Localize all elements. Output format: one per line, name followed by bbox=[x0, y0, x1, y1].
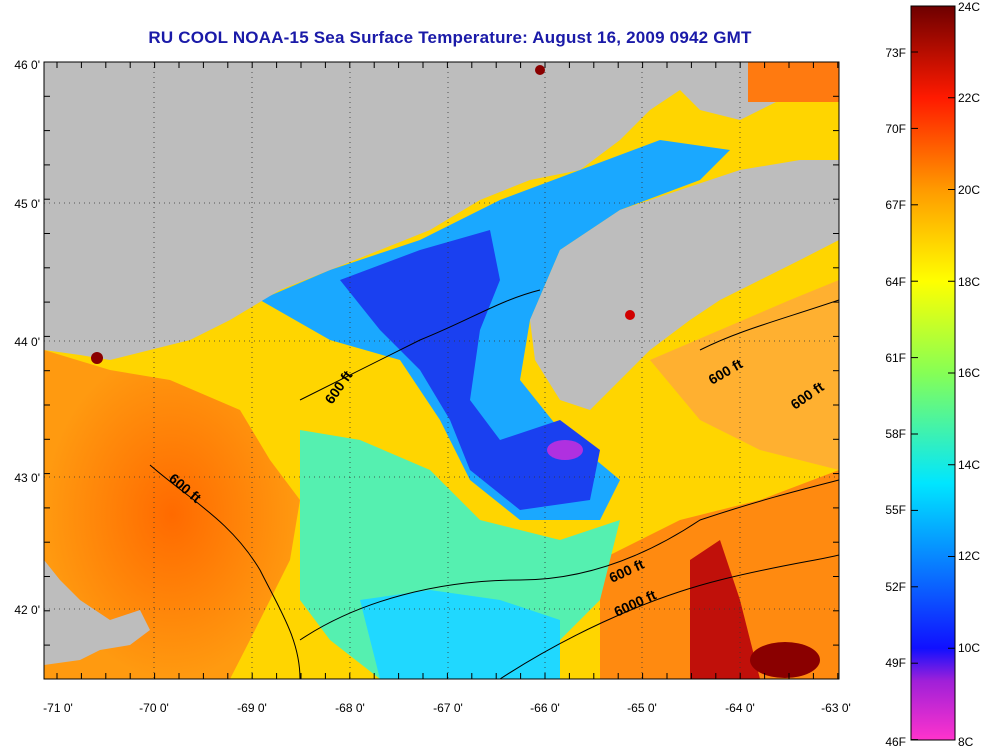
lat-tick-label: 45 0' bbox=[14, 197, 40, 211]
land-maine-new-brunswick bbox=[44, 62, 839, 360]
fahrenheit-label: 52F bbox=[885, 580, 906, 594]
cold-sst-region bbox=[260, 140, 730, 520]
hot-spot-southeast bbox=[690, 540, 760, 679]
warm-sst-region-southwest bbox=[44, 350, 300, 679]
coldest-spot bbox=[547, 440, 583, 460]
lon-tick-label: -65 0' bbox=[627, 701, 657, 715]
lon-tick-labels: -71 0' -70 0' -69 0' -68 0' -67 0' -66 0… bbox=[43, 701, 851, 715]
colorbar-celsius-labels: 24C 22C 20C 18C 16C 14C 12C 10C 8C bbox=[958, 0, 980, 749]
fahrenheit-label: 70F bbox=[885, 122, 906, 136]
very-cold-sst-core bbox=[340, 230, 600, 510]
fahrenheit-label: 49F bbox=[885, 656, 906, 670]
celsius-label: 16C bbox=[958, 366, 980, 380]
cyan-shelf-water bbox=[360, 590, 560, 679]
speckle bbox=[535, 65, 545, 75]
fahrenheit-label: 73F bbox=[885, 46, 906, 60]
lon-tick-label: -70 0' bbox=[139, 701, 169, 715]
celsius-label: 12C bbox=[958, 549, 980, 563]
fahrenheit-label: 58F bbox=[885, 427, 906, 441]
colorbar-ticks bbox=[911, 5, 955, 741]
hot-core-southeast bbox=[750, 642, 820, 678]
celsius-label: 24C bbox=[958, 0, 980, 14]
land-cape-cod bbox=[44, 560, 150, 665]
map-title: RU COOL NOAA-15 Sea Surface Temperature:… bbox=[148, 28, 752, 47]
lat-tick-label: 44 0' bbox=[14, 335, 40, 349]
colorbar-fahrenheit-labels: 73F 70F 67F 64F 61F 58F 55F 52F 49F 46F bbox=[885, 46, 906, 749]
lon-tick-label: -69 0' bbox=[237, 701, 267, 715]
lat-tick-label: 46 0' bbox=[14, 58, 40, 72]
lat-tick-label: 42 0' bbox=[14, 603, 40, 617]
celsius-label: 14C bbox=[958, 458, 980, 472]
celsius-label: 10C bbox=[958, 641, 980, 655]
speckle bbox=[748, 62, 839, 102]
lat-tick-labels: 46 0' 45 0' 44 0' 43 0' 42 0' bbox=[14, 58, 40, 617]
fahrenheit-label: 46F bbox=[885, 735, 906, 749]
fahrenheit-label: 64F bbox=[885, 275, 906, 289]
fahrenheit-label: 55F bbox=[885, 503, 906, 517]
celsius-label: 18C bbox=[958, 275, 980, 289]
depth-contours bbox=[149, 289, 839, 679]
speckle bbox=[91, 352, 103, 364]
lon-tick-label: -63 0' bbox=[821, 701, 851, 715]
lon-tick-label: -64 0' bbox=[725, 701, 755, 715]
fahrenheit-label: 61F bbox=[885, 351, 906, 365]
fahrenheit-label: 67F bbox=[885, 198, 906, 212]
lon-tick-label: -66 0' bbox=[530, 701, 560, 715]
colorbar bbox=[910, 5, 956, 741]
speckle bbox=[625, 310, 635, 320]
map-area bbox=[44, 62, 839, 679]
lon-tick-label: -71 0' bbox=[43, 701, 73, 715]
land-nova-scotia bbox=[530, 160, 839, 410]
lon-tick-label: -68 0' bbox=[335, 701, 365, 715]
warm-sst-region-east bbox=[650, 280, 839, 470]
celsius-label: 20C bbox=[958, 183, 980, 197]
axis-tick-marks bbox=[44, 61, 839, 679]
lat-tick-label: 43 0' bbox=[14, 471, 40, 485]
celsius-label: 8C bbox=[958, 735, 974, 749]
celsius-label: 22C bbox=[958, 91, 980, 105]
lon-tick-label: -67 0' bbox=[433, 701, 463, 715]
